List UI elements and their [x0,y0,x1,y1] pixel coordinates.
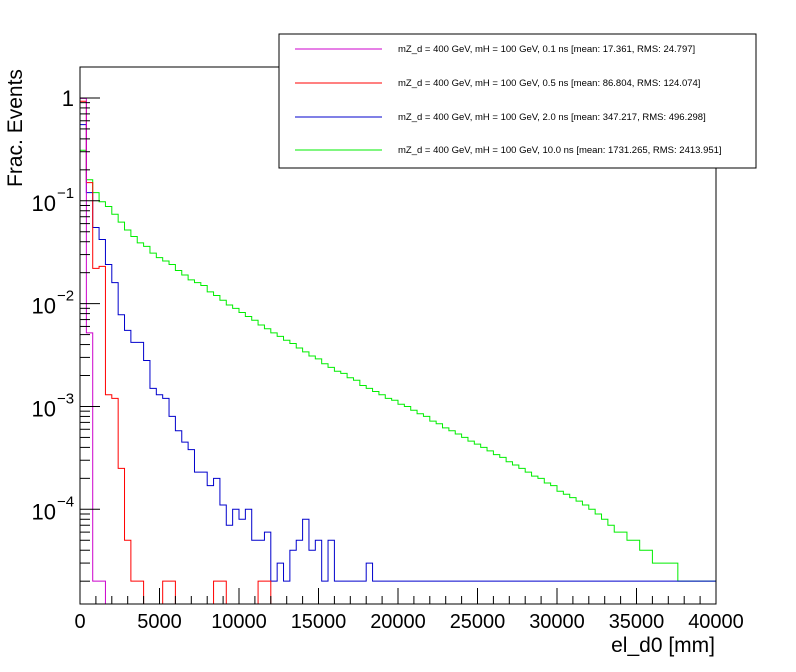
y-tick-base: 10 [32,396,56,421]
series-line-3 [79,149,717,604]
y-tick-label: 10 −4 [32,493,75,524]
y-axis-label: Frac. Events [4,69,27,187]
axis-layer: 0 5000 10000 15000 20000 25000 30000 35000 40000… [32,66,744,633]
legend: mZ_d = 400 GeV, mH = 100 GeV, 0.1 ns [me… [278,33,757,169]
x-tick-label: 5000 [137,611,182,633]
y-tick-exponent: −1 [57,185,74,202]
x-tick-label: 15000 [291,611,347,633]
x-tick-label: 40000 [688,611,744,633]
y-tick-label: 10 −2 [32,288,75,319]
y-tick-label: 1 [62,86,74,111]
x-tick-label: 30000 [529,611,585,633]
y-tick-exponent: −4 [57,493,74,510]
x-tick-label: 0 [74,611,85,633]
y-tick-base: 10 [32,499,56,524]
legend-label: mZ_d = 400 GeV, mH = 100 GeV, 0.1 ns [me… [398,44,695,55]
x-tick-label: 25000 [450,611,506,633]
x-axis-label: el_d0 [mm] [611,634,715,657]
legend-label: mZ_d = 400 GeV, mH = 100 GeV, 0.5 ns [me… [398,78,700,89]
legend-label: mZ_d = 400 GeV, mH = 100 GeV, 10.0 ns [m… [398,145,722,156]
x-tick-label: 20000 [370,611,426,633]
y-tick-base: 10 [32,191,56,216]
y-tick-label: 10 −1 [32,185,75,216]
y-tick-label: 10 −3 [32,390,75,421]
legend-box [278,33,757,169]
x-tick-label: 10000 [211,611,267,633]
y-tick-exponent: −2 [57,288,74,305]
y-tick-base: 10 [32,294,56,319]
legend-label: mZ_d = 400 GeV, mH = 100 GeV, 2.0 ns [me… [398,112,706,123]
x-tick-label: 35000 [609,611,665,633]
y-tick-exponent: −3 [57,390,74,407]
series-line-2 [79,124,717,604]
